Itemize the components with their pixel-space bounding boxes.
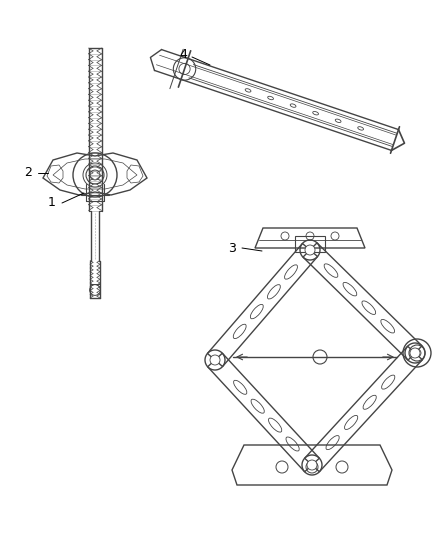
Circle shape	[305, 245, 315, 255]
Text: 3: 3	[228, 241, 236, 254]
Circle shape	[410, 348, 420, 358]
Circle shape	[210, 355, 220, 365]
Text: 4: 4	[179, 49, 187, 61]
Text: 1: 1	[48, 197, 56, 209]
Circle shape	[307, 460, 317, 470]
Text: 2: 2	[24, 166, 32, 180]
